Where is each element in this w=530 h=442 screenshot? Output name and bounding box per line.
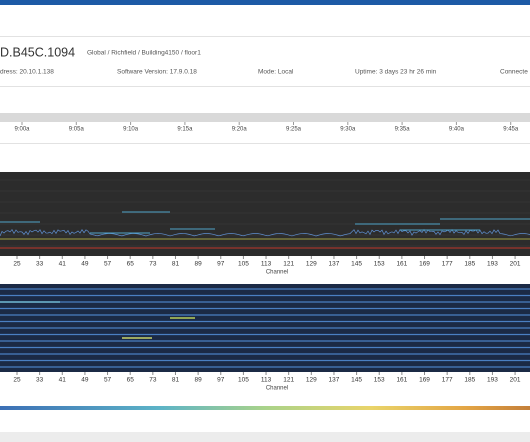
timeline-label: 9:30a (340, 127, 356, 133)
axis-label: Channel (266, 386, 288, 392)
channel-label: 161 (396, 261, 407, 268)
channel-label: 41 (59, 261, 67, 268)
channel-label: 57 (104, 377, 112, 384)
channel-label: 161 (396, 377, 407, 384)
channel-label: 73 (149, 377, 157, 384)
channel-label: 169 (419, 261, 430, 268)
channel-label: 33 (36, 377, 44, 384)
channel-label: 169 (419, 377, 430, 384)
spectrum-traces (0, 179, 530, 249)
channel-label: 105 (238, 261, 249, 268)
timeline-label: 9:45a (503, 127, 519, 133)
ip-address: dress: 20.10.1.138 (0, 69, 54, 76)
channel-label: 113 (261, 377, 272, 384)
channel-label: 201 (510, 261, 521, 268)
channel-label: 129 (306, 261, 317, 268)
channel-label: 193 (487, 261, 498, 268)
channel-label: 145 (351, 377, 362, 384)
channel-label: 177 (442, 377, 453, 384)
channel-label: 121 (283, 261, 294, 268)
timeline-label: 9:20a (232, 127, 248, 133)
channel-label: 153 (374, 261, 385, 268)
channel-label: 25 (13, 377, 21, 384)
mode: Mode: Local (258, 69, 294, 76)
footer (0, 432, 530, 442)
timeline-label: 9:00a (14, 127, 30, 133)
channel-label: 97 (217, 377, 225, 384)
timeline-label: 9:10a (123, 127, 139, 133)
channel-label: 57 (104, 261, 112, 268)
spectrum-chart (0, 172, 530, 256)
channel-label: 105 (238, 377, 249, 384)
channel-label: 201 (510, 377, 521, 384)
channel-label: 73 (149, 261, 157, 268)
channel-label: 81 (172, 377, 180, 384)
channel-label: 137 (329, 261, 340, 268)
timeline-label: 9:15a (177, 127, 193, 133)
device-name: D.B45C.1094 (0, 45, 75, 59)
timeline-label: 9:40a (449, 127, 465, 133)
waterfall-traces (0, 288, 530, 368)
channel-label: 145 (351, 261, 362, 268)
channel-label: 81 (172, 261, 180, 268)
software-version: Software Version: 17.9.0.18 (117, 69, 197, 76)
uptime: Uptime: 3 days 23 hr 26 min (355, 69, 437, 76)
channel-label: 89 (195, 261, 203, 268)
channel-label: 137 (329, 377, 340, 384)
channel-label: 89 (195, 377, 203, 384)
timeline-label: 9:05a (69, 127, 85, 133)
top-bar (0, 0, 530, 5)
channel-label: 121 (283, 377, 294, 384)
channel-label: 25 (13, 261, 21, 268)
color-scale (0, 406, 530, 410)
channel-label: 113 (261, 261, 272, 268)
location: Global / Richfield / Building4150 / floo… (87, 50, 201, 57)
connected: Connecte (500, 69, 528, 76)
channel-label: 177 (442, 261, 453, 268)
channel-label: 185 (464, 261, 475, 268)
channel-label: 49 (81, 377, 89, 384)
timeline-label: 9:35a (395, 127, 411, 133)
channel-label: 193 (487, 377, 498, 384)
timeline-label: 9:25a (286, 127, 302, 133)
channel-label: 97 (217, 261, 225, 268)
channel-label: 49 (81, 261, 89, 268)
channel-label: 41 (59, 377, 67, 384)
timeline-slider[interactable] (0, 113, 530, 122)
channel-label: 129 (306, 377, 317, 384)
channel-label: 65 (127, 377, 135, 384)
axis-label: Channel (266, 270, 288, 276)
channel-label: 65 (127, 261, 135, 268)
channel-label: 153 (374, 377, 385, 384)
noise-trace (0, 228, 530, 237)
channel-label: 33 (36, 261, 44, 268)
channel-label: 185 (464, 377, 475, 384)
